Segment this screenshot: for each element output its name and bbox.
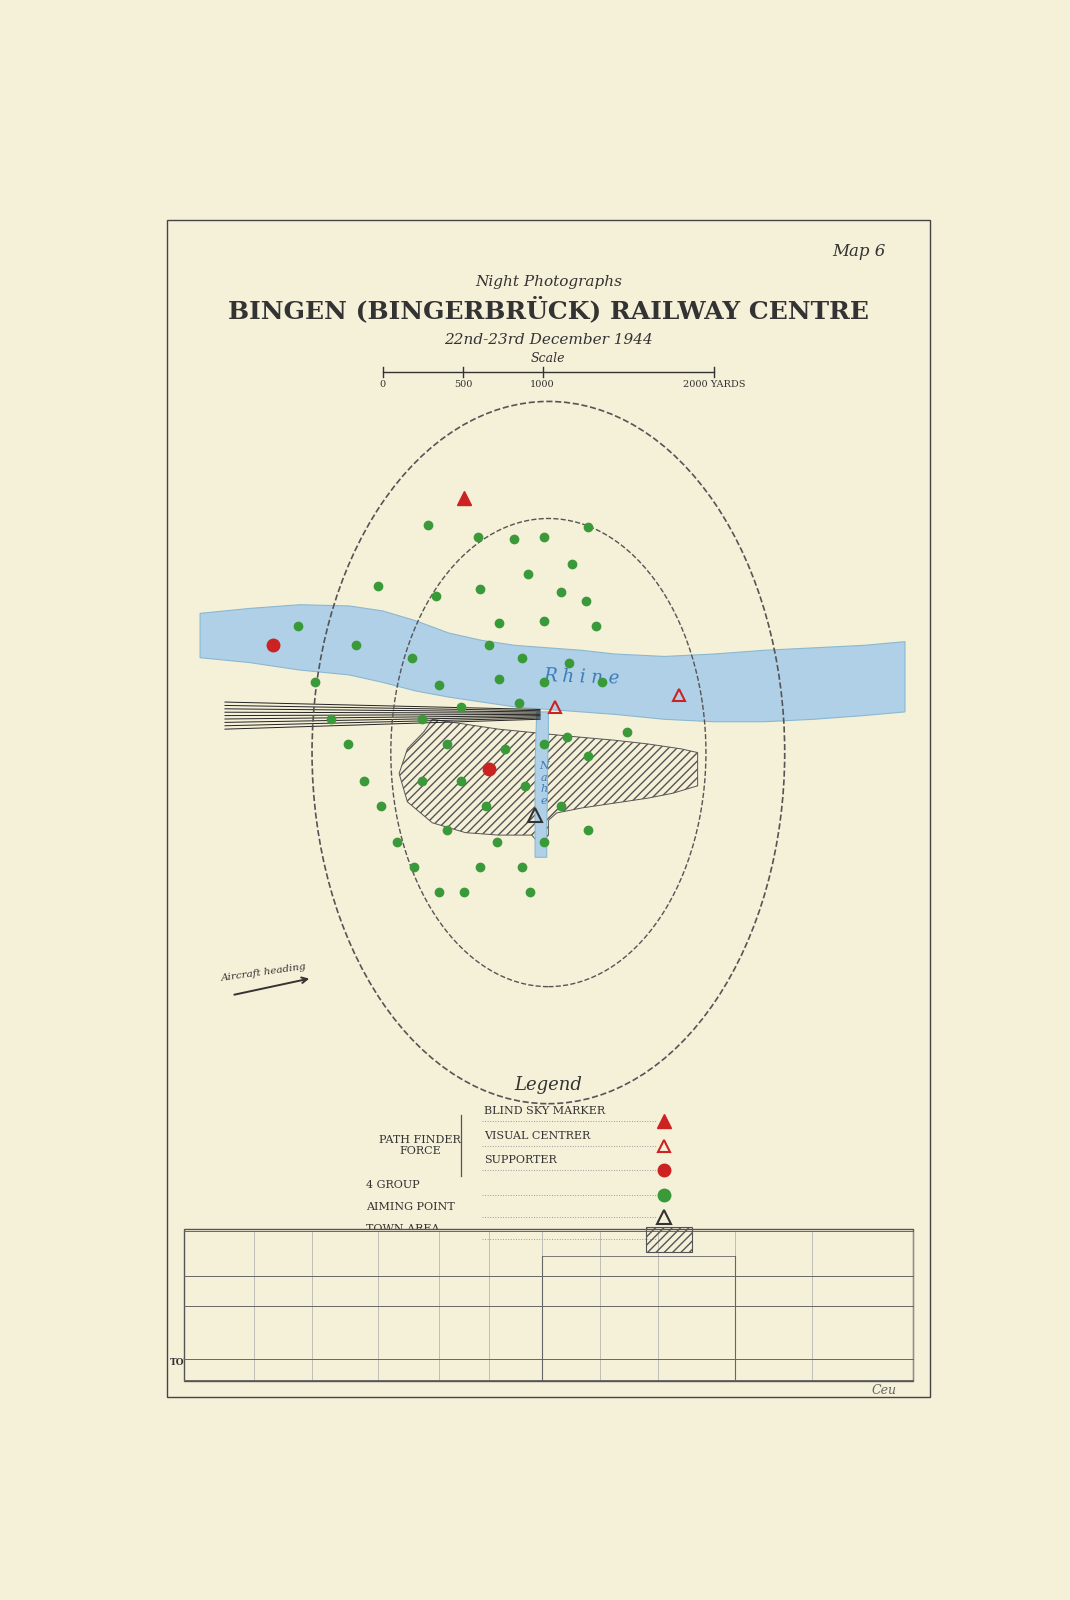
Text: 1: 1: [406, 1291, 412, 1301]
Text: 90%: 90%: [851, 1331, 874, 1339]
Text: 0: 0: [380, 381, 385, 389]
Bar: [646, 1227, 692, 1251]
Bar: [184, 1229, 913, 1381]
Text: 13: 13: [276, 1291, 290, 1301]
Text: 75: 75: [338, 1331, 352, 1339]
Text: 22nd-23rd December 1944: 22nd-23rd December 1944: [444, 333, 653, 347]
Text: 87: 87: [276, 1331, 290, 1339]
Polygon shape: [535, 712, 549, 858]
Text: 64: 64: [623, 1358, 635, 1366]
Text: Aircraft heading: Aircraft heading: [220, 962, 307, 982]
Text: SHOWING
TARGET
AREA: SHOWING TARGET AREA: [608, 1245, 649, 1272]
Text: 12: 12: [509, 1358, 521, 1366]
Text: 2: 2: [406, 1358, 412, 1366]
Text: 4: 4: [511, 1291, 519, 1301]
Text: FIRE
PHOTOS: FIRE PHOTOS: [498, 1245, 533, 1262]
Text: 4 GROUP: 4 GROUP: [366, 1179, 419, 1190]
Text: VISUAL CENTRER: VISUAL CENTRER: [484, 1131, 590, 1141]
Text: TOTAL: TOTAL: [557, 1245, 584, 1253]
Text: Ceu: Ceu: [872, 1384, 897, 1397]
Text: TOTAL: TOTAL: [200, 1358, 238, 1366]
Text: 8: 8: [511, 1331, 519, 1339]
Text: %
SHOWING
TARGET
AREA: % SHOWING TARGET AREA: [752, 1245, 794, 1282]
Text: 1: 1: [406, 1331, 412, 1339]
Text: BLIND SKY MARKER: BLIND SKY MARKER: [484, 1106, 605, 1117]
Text: —: —: [459, 1291, 469, 1301]
Text: No OF A/C
REPORTING
ATTACK: No OF A/C REPORTING ATTACK: [259, 1245, 307, 1272]
Text: 90%: 90%: [851, 1291, 874, 1301]
Text: PATH
FINDER
FORCE: PATH FINDER FORCE: [197, 1282, 241, 1310]
Text: 82%: 82%: [762, 1291, 785, 1301]
Text: Circles in broken lines show distance in 1000 Yards from Aiming Point: Circles in broken lines show distance in…: [363, 1254, 734, 1264]
Polygon shape: [200, 605, 905, 722]
Text: Scale: Scale: [531, 352, 566, 365]
Text: AIMING POINT: AIMING POINT: [366, 1202, 455, 1213]
Text: 1: 1: [693, 1291, 700, 1301]
Text: TOWN AREA: TOWN AREA: [366, 1224, 440, 1234]
Text: %
IF FIRE
PHOTOS
ADDED: % IF FIRE PHOTOS ADDED: [845, 1245, 880, 1282]
Text: 72: 72: [565, 1358, 577, 1366]
Text: SMOKE
and
CLOUD: SMOKE and CLOUD: [448, 1245, 479, 1272]
Text: PHOTOGRAPHS PLOTTED BY GROUND DETAIL: PHOTOGRAPHS PLOTTED BY GROUND DETAIL: [526, 1242, 750, 1251]
Text: —: —: [459, 1331, 469, 1339]
Text: R h i n e: R h i n e: [544, 667, 620, 688]
Text: 11: 11: [338, 1291, 352, 1301]
Text: 7: 7: [693, 1331, 700, 1339]
Text: Night Photographs: Night Photographs: [475, 275, 622, 290]
Text: TOTAL: TOTAL: [169, 1358, 203, 1366]
Text: 100: 100: [274, 1358, 292, 1366]
Text: PHOTOGRAPHS
RECEIVED: PHOTOGRAPHS RECEIVED: [314, 1245, 377, 1262]
Text: 4 GROUP: 4 GROUP: [194, 1331, 244, 1339]
Text: 59: 59: [622, 1331, 636, 1339]
Text: 90%: 90%: [852, 1358, 873, 1366]
Text: Map 6: Map 6: [832, 243, 886, 259]
Text: SUPPORTER: SUPPORTER: [484, 1155, 556, 1165]
Text: BINGEN (BINGERBRÜCK) RAILWAY CENTRE: BINGEN (BINGERBRÜCK) RAILWAY CENTRE: [228, 298, 869, 323]
Text: 86: 86: [339, 1358, 351, 1366]
Text: 6: 6: [567, 1291, 575, 1301]
Text: 66: 66: [564, 1331, 578, 1339]
Text: 89%: 89%: [762, 1331, 785, 1339]
Text: NOT
SHOWING
TARGET
AREA: NOT SHOWING TARGET AREA: [675, 1245, 717, 1282]
Text: Legend: Legend: [515, 1075, 582, 1094]
Text: 1000: 1000: [531, 381, 555, 389]
Text: 8: 8: [693, 1358, 700, 1366]
Text: PATH FINDER
FORCE: PATH FINDER FORCE: [379, 1134, 461, 1157]
Text: N
a
h
e: N a h e: [539, 762, 549, 806]
Text: Not taken with
BOMBING and
FAILURES: Not taken with BOMBING and FAILURES: [380, 1245, 438, 1272]
Text: 89%: 89%: [763, 1358, 784, 1366]
Text: 2000 YARDS: 2000 YARDS: [683, 381, 746, 389]
Text: 500: 500: [454, 381, 472, 389]
Text: 5: 5: [626, 1291, 632, 1301]
